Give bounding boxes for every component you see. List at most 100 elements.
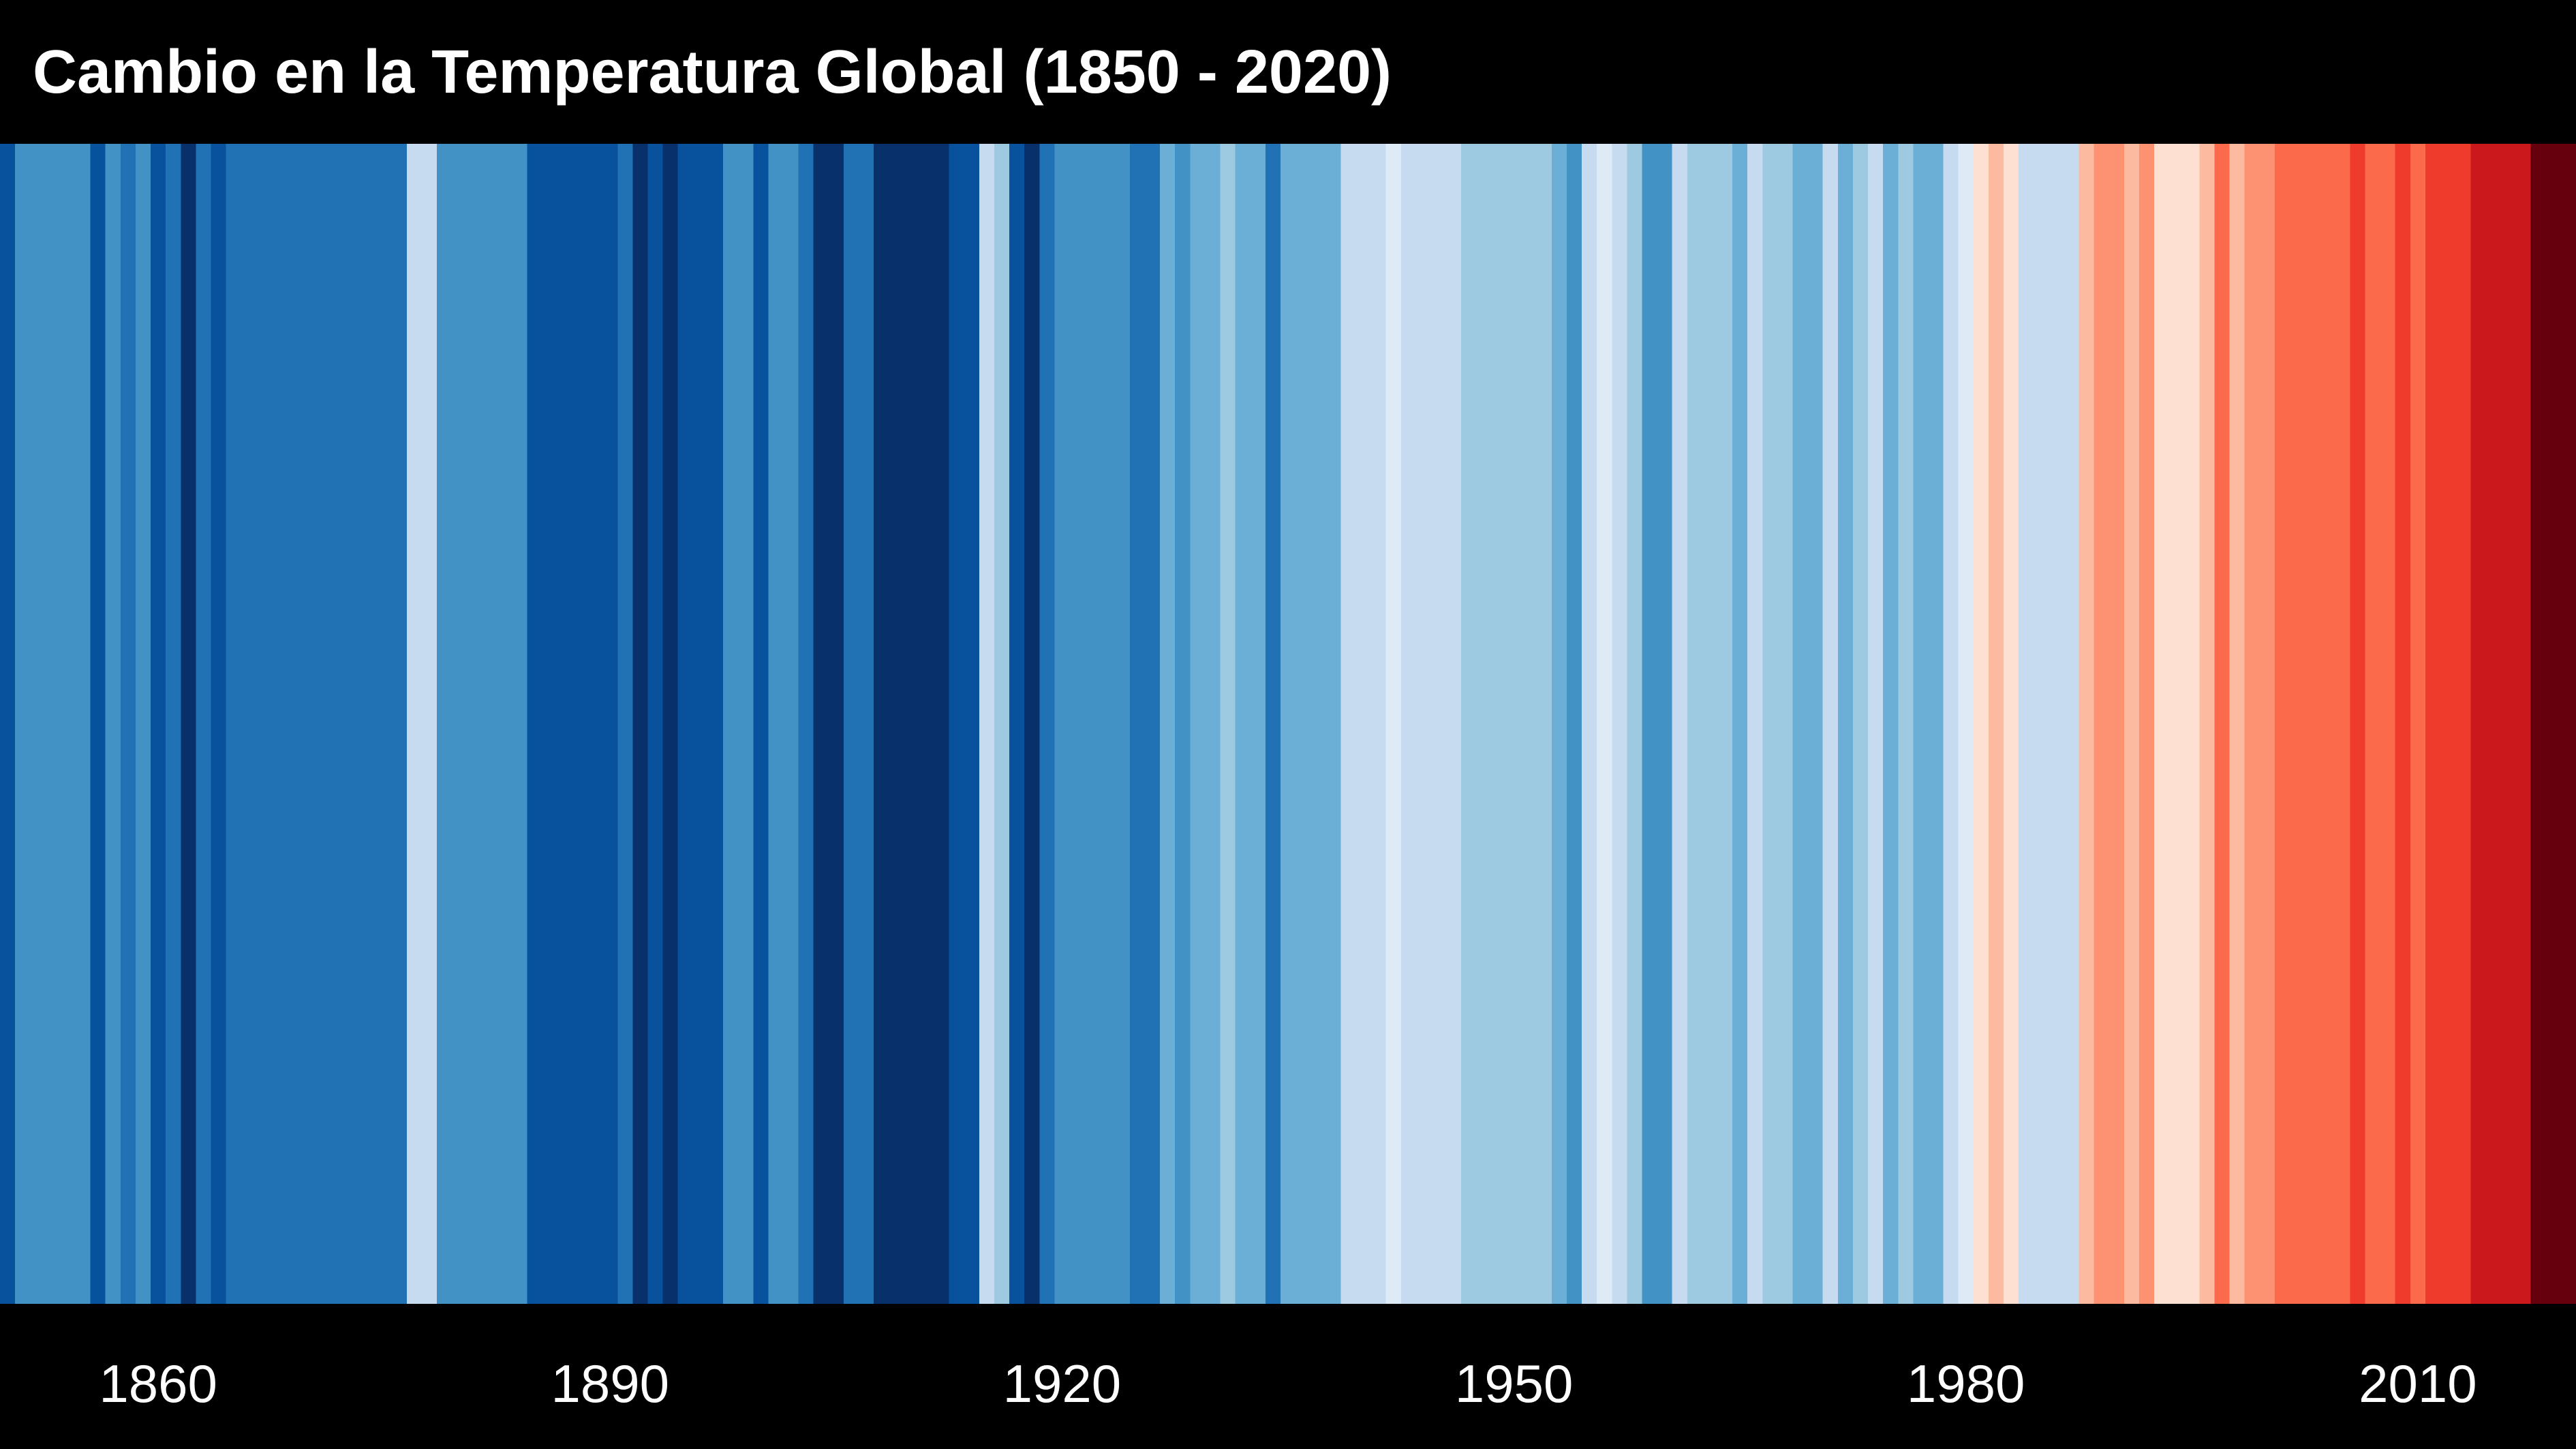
stripe-1870 [301,144,317,1304]
stripe-1918 [1024,144,1040,1304]
stripe-1958 [1627,144,1643,1304]
x-tick-label: 1980 [1907,1354,2025,1414]
stripe-1945 [1431,144,1447,1304]
stripe-1902 [783,144,799,1304]
stripe-1877 [406,144,423,1304]
x-tick-label: 1860 [99,1354,217,1414]
stripe-1853 [45,144,61,1304]
stripe-1935 [1280,144,1296,1304]
stripe-1955 [1582,144,1597,1304]
stripe-1973 [1852,144,1869,1304]
stripe-1922 [1084,144,1101,1304]
stripe-1963 [1702,144,1718,1304]
stripe-1885 [527,144,543,1304]
stripe-1931 [1220,144,1236,1304]
stripe-1876 [391,144,408,1304]
stripe-1907 [859,144,874,1304]
stripe-1961 [1672,144,1688,1304]
stripe-1941 [1370,144,1387,1304]
stripe-1971 [1822,144,1839,1304]
stripe-1984 [2019,144,2034,1304]
stripe-1995 [2184,144,2200,1304]
stripe-1900 [753,144,769,1304]
stripe-1982 [1988,144,2004,1304]
stripe-1868 [271,144,287,1304]
stripe-1883 [497,144,513,1304]
stripe-1953 [1551,144,1567,1304]
stripe-1908 [874,144,889,1304]
stripe-2010 [2410,144,2426,1304]
stripe-1950 [1506,144,1522,1304]
stripe-1887 [557,144,573,1304]
stripe-1943 [1400,144,1417,1304]
stripe-1878 [421,144,438,1304]
stripe-2020 [2560,144,2576,1304]
stripe-1967 [1762,144,1779,1304]
stripe-1860 [151,144,166,1304]
stripe-1912 [934,144,950,1304]
stripe-1888 [572,144,588,1304]
stripe-1889 [587,144,603,1304]
stripe-1917 [1009,144,1025,1304]
stripe-1942 [1385,144,1402,1304]
stripe-2005 [2335,144,2351,1304]
stripe-1897 [707,144,724,1304]
stripe-1977 [1913,144,1929,1304]
stripe-1933 [1250,144,1266,1304]
stripe-1855 [75,144,91,1304]
stripe-1858 [120,144,136,1304]
stripe-1964 [1717,144,1733,1304]
stripe-1986 [2049,144,2065,1304]
stripe-1978 [1928,144,1944,1304]
stripe-1905 [828,144,844,1304]
stripe-1925 [1129,144,1146,1304]
stripe-1872 [331,144,348,1304]
stripe-1863 [196,144,212,1304]
stripe-1909 [889,144,904,1304]
stripe-1991 [2123,144,2140,1304]
stripe-1866 [241,144,257,1304]
stripe-1884 [512,144,528,1304]
stripe-1959 [1642,144,1658,1304]
x-tick-label: 1890 [551,1354,670,1414]
stripe-2001 [2274,144,2290,1304]
stripe-1916 [994,144,1010,1304]
stripe-1997 [2214,144,2230,1304]
stripe-1969 [1792,144,1809,1304]
stripe-1895 [677,144,694,1304]
stripe-1981 [1973,144,1989,1304]
stripe-1951 [1521,144,1537,1304]
stripe-1948 [1476,144,1492,1304]
stripe-1926 [1145,144,1161,1304]
stripe-1927 [1160,144,1176,1304]
stripe-1946 [1446,144,1462,1304]
stripe-1886 [542,144,558,1304]
stripe-1865 [226,144,242,1304]
stripe-1892 [632,144,649,1304]
stripe-1998 [2229,144,2245,1304]
stripe-2016 [2500,144,2517,1304]
stripe-1999 [2244,144,2260,1304]
stripe-1903 [798,144,814,1304]
stripe-1996 [2199,144,2215,1304]
stripe-1921 [1069,144,1086,1304]
stripe-1864 [211,144,227,1304]
stripe-1954 [1566,144,1582,1304]
stripe-1914 [964,144,980,1304]
stripe-1867 [256,144,272,1304]
stripe-1988 [2079,144,2095,1304]
stripe-1940 [1355,144,1372,1304]
stripe-2008 [2380,144,2396,1304]
stripe-1939 [1340,144,1357,1304]
stripe-1944 [1415,144,1432,1304]
stripe-1985 [2034,144,2049,1304]
stripe-1920 [1054,144,1071,1304]
stripe-1930 [1205,144,1221,1304]
stripe-1873 [346,144,363,1304]
stripe-1965 [1732,144,1748,1304]
stripe-1910 [904,144,920,1304]
stripe-2013 [2455,144,2471,1304]
stripe-1994 [2169,144,2185,1304]
stripe-1989 [2094,144,2110,1304]
stripe-2017 [2515,144,2532,1304]
